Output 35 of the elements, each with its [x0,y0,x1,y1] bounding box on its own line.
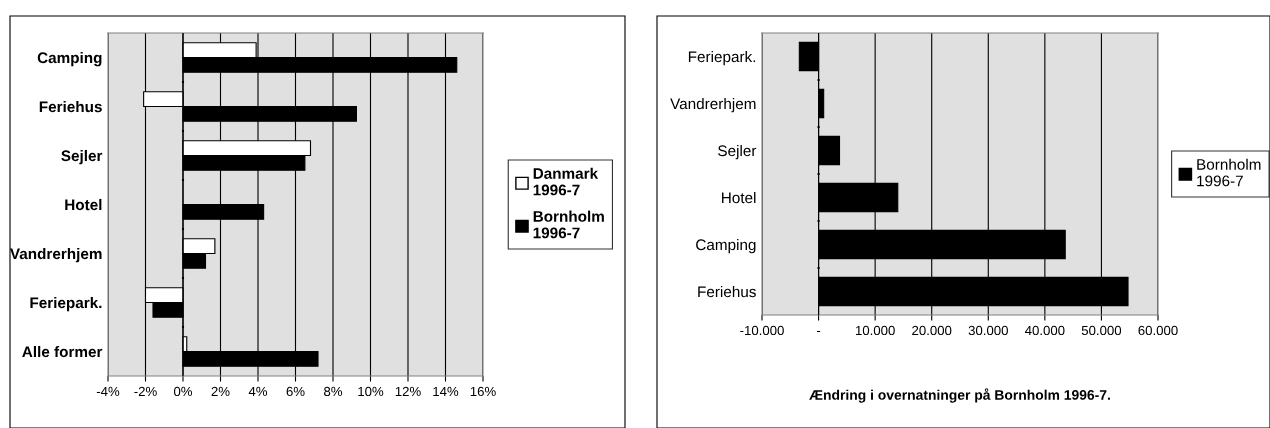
x-tick-label: 14% [433,386,459,397]
x-tick-label: 2% [211,386,230,397]
x-tick-label: - [816,330,821,332]
x-tick-label: 16% [470,386,496,397]
y-tick-label: Feriepark. [30,296,102,312]
y-tick-label: Feriepark. [688,50,756,66]
y-tick-label: Camping [696,238,756,254]
y-tick-label: Sejler [718,144,757,160]
x-tick-label: 0% [173,386,193,397]
legend-label: Bornholm 1996-7 [1197,158,1261,187]
legend-label: Danmark 1996-7 [533,167,599,196]
x-tick-label: -4% [96,386,120,397]
x-tick-label: 60.000 [1138,325,1178,336]
y-tick-label: Hotel [722,191,756,204]
x-tick-label: 10.000 [855,325,895,336]
x-tick-label: -10.000 [740,325,784,336]
legend-label: Bornholm 1996-7 [533,210,604,239]
x-tick-label: 30.000 [968,325,1008,336]
y-tick-label: Vandrerhjem [670,97,756,113]
x-tick-label: 12% [395,386,421,397]
y-tick-label: Feriehus [39,100,102,113]
x-tick-label: 50.000 [1081,325,1122,336]
x-tick-label: 10% [358,386,384,397]
y-tick-label: Camping [37,51,102,67]
x-tick-label: 40.000 [1024,325,1065,336]
y-tick-label: Feriehus [698,285,756,298]
y-tick-label: Hotel [65,198,102,211]
y-tick-label: Alle former [22,345,103,358]
x-tick-label: 20.000 [912,325,952,336]
y-tick-label: Sejler [61,149,103,165]
text: Ændring i overnatninger på Bornholm 1996-7. [809,388,1110,403]
x-tick-label: 6% [286,386,305,397]
x-tick-label: 4% [248,386,268,397]
x-tick-label: -2% [134,386,157,397]
x-tick-label: 8% [324,386,343,397]
